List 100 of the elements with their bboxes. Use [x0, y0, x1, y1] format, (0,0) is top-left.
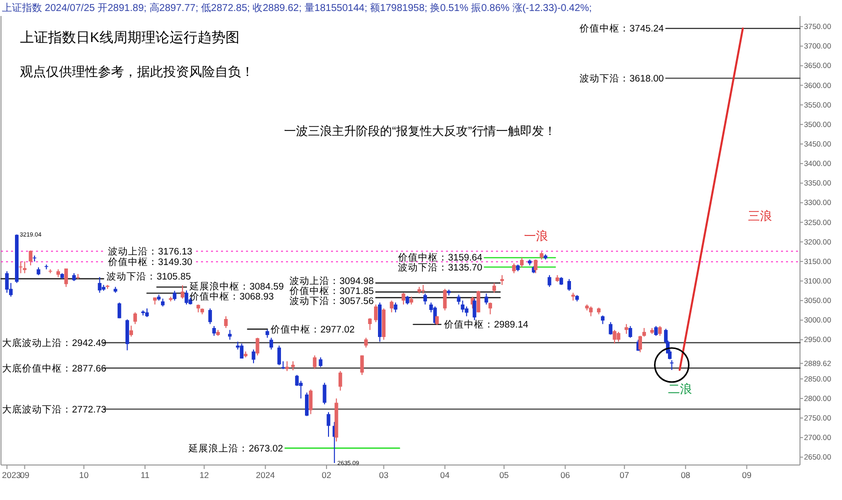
candlestick	[208, 308, 212, 325]
annotation: 一波三浪主升阶段的“报复性大反攻”行情一触即发！	[284, 124, 556, 138]
annotation: 一浪	[524, 229, 548, 243]
candlestick	[326, 412, 330, 438]
candlestick	[460, 300, 464, 313]
candlestick	[567, 278, 571, 292]
candlestick	[628, 326, 632, 338]
candlestick	[172, 290, 176, 302]
annotation: 大底价值中枢：2877.66	[2, 362, 106, 374]
x-tick-label: 07	[620, 470, 630, 480]
candlestick	[476, 290, 480, 313]
x-tick-label: 08	[680, 470, 691, 480]
candlestick	[616, 331, 620, 342]
candlestick	[212, 326, 216, 336]
candlestick	[98, 276, 102, 294]
candlestick	[464, 306, 468, 317]
text: 上证指数 2024/07/25 开2891.89; 高2897.77; 低2872.85; 收2889.62; 量181550144; 额17981958; 换0.51% 振0.86% 涨(-12.33)-0.42%;	[2, 2, 592, 14]
annotation: 延展浪上沿：2673.02	[188, 442, 284, 454]
x-tick-label: 05	[499, 470, 510, 480]
ref-line-label: 价值中枢：3149.30	[107, 256, 192, 268]
annotation: 波动下沿：3135.70	[398, 262, 482, 274]
candlestick	[368, 318, 372, 330]
candlestick	[443, 288, 447, 311]
candlestick	[500, 274, 504, 286]
x-tick-label: 09	[20, 470, 30, 480]
candlestick	[492, 282, 496, 294]
candlestick	[285, 360, 289, 372]
candlestick	[520, 257, 524, 268]
candlestick	[318, 356, 322, 368]
annotation: 波动下沿：3105.85	[106, 270, 191, 283]
candlestick	[269, 337, 274, 350]
candlestick	[240, 343, 244, 360]
annotation: 三浪	[748, 209, 772, 223]
candlestick	[472, 298, 476, 321]
ref-line-label: 波动上沿：3176.13	[108, 246, 192, 258]
annotation: 波动上沿：3094.98	[289, 275, 374, 288]
candlestick	[224, 316, 228, 328]
candlestick	[658, 326, 662, 336]
candlestick	[22, 260, 26, 274]
candlestick	[402, 292, 406, 306]
candlestick	[252, 349, 256, 364]
candlestick	[28, 250, 32, 266]
x-tick-label: 06	[560, 470, 570, 480]
x-tick-label: 12	[199, 470, 210, 480]
candlestick	[312, 354, 316, 370]
x-tick-label: 2023	[2, 470, 22, 480]
candlestick	[394, 302, 398, 313]
candlestick	[180, 284, 184, 300]
annotation: 价值中枢：2989.14	[442, 318, 528, 331]
candlestick	[390, 300, 394, 313]
candlestick	[129, 325, 134, 338]
candlestick	[322, 382, 326, 405]
text: 上证指数日K线周期理论运行趋势图	[20, 29, 240, 45]
candlestick	[291, 360, 295, 371]
candlestick	[484, 293, 488, 306]
candlestick	[612, 329, 616, 344]
candlestick	[624, 324, 628, 334]
x-tick-label: 04	[440, 470, 450, 480]
candlestick	[670, 360, 674, 370]
annotation: 大底波动上沿：2942.49	[2, 336, 106, 349]
x-tick-label: 09	[742, 470, 752, 480]
x-tick-label: 03	[378, 470, 389, 480]
annotation: 延展浪中枢：3084.59	[188, 280, 284, 293]
text: 观点仅供理性参考，据此投资风险自负！	[20, 64, 254, 79]
candlestick	[184, 290, 188, 306]
candlestick	[277, 345, 281, 366]
candlestick	[304, 392, 309, 417]
candlestick	[488, 302, 492, 315]
x-tick-label: 10	[79, 470, 89, 480]
candlestick	[256, 337, 260, 356]
candlestick	[5, 270, 9, 294]
annotation: 大底波动下沿：2772.73	[2, 403, 106, 416]
x-tick-label: 02	[322, 470, 332, 480]
x-tick-label: 2024	[256, 470, 276, 480]
candlestick	[364, 337, 368, 348]
candlestick	[133, 312, 137, 325]
candlestick	[360, 354, 364, 376]
annotation: 波动下沿：3057.56	[289, 295, 374, 308]
candlestick	[18, 260, 23, 274]
candlestick	[338, 370, 342, 392]
candlestick	[308, 388, 313, 415]
candlestick	[512, 262, 516, 274]
candlestick	[374, 304, 378, 323]
annotation: 价值中枢：3068.93	[188, 290, 274, 303]
candlestick	[654, 326, 658, 336]
annotation: 价值中枢：3745.24	[578, 22, 664, 35]
candlestick	[589, 306, 593, 317]
candlestick	[64, 268, 68, 288]
candlestick	[608, 322, 612, 336]
candlestick	[423, 293, 427, 306]
candlestick	[295, 374, 299, 386]
candlestick	[118, 302, 122, 319]
annotation: 价值中枢：3071.85	[288, 285, 374, 298]
annotation: 价值中枢：2977.02	[269, 323, 355, 336]
annotation: 波动下沿：3618.00	[580, 72, 664, 85]
candlestick	[548, 274, 552, 288]
candlestick	[228, 329, 232, 340]
candlestick	[125, 318, 130, 351]
x-tick-label: 11	[140, 470, 150, 480]
annotation: 价值中枢：3159.64	[397, 252, 482, 264]
